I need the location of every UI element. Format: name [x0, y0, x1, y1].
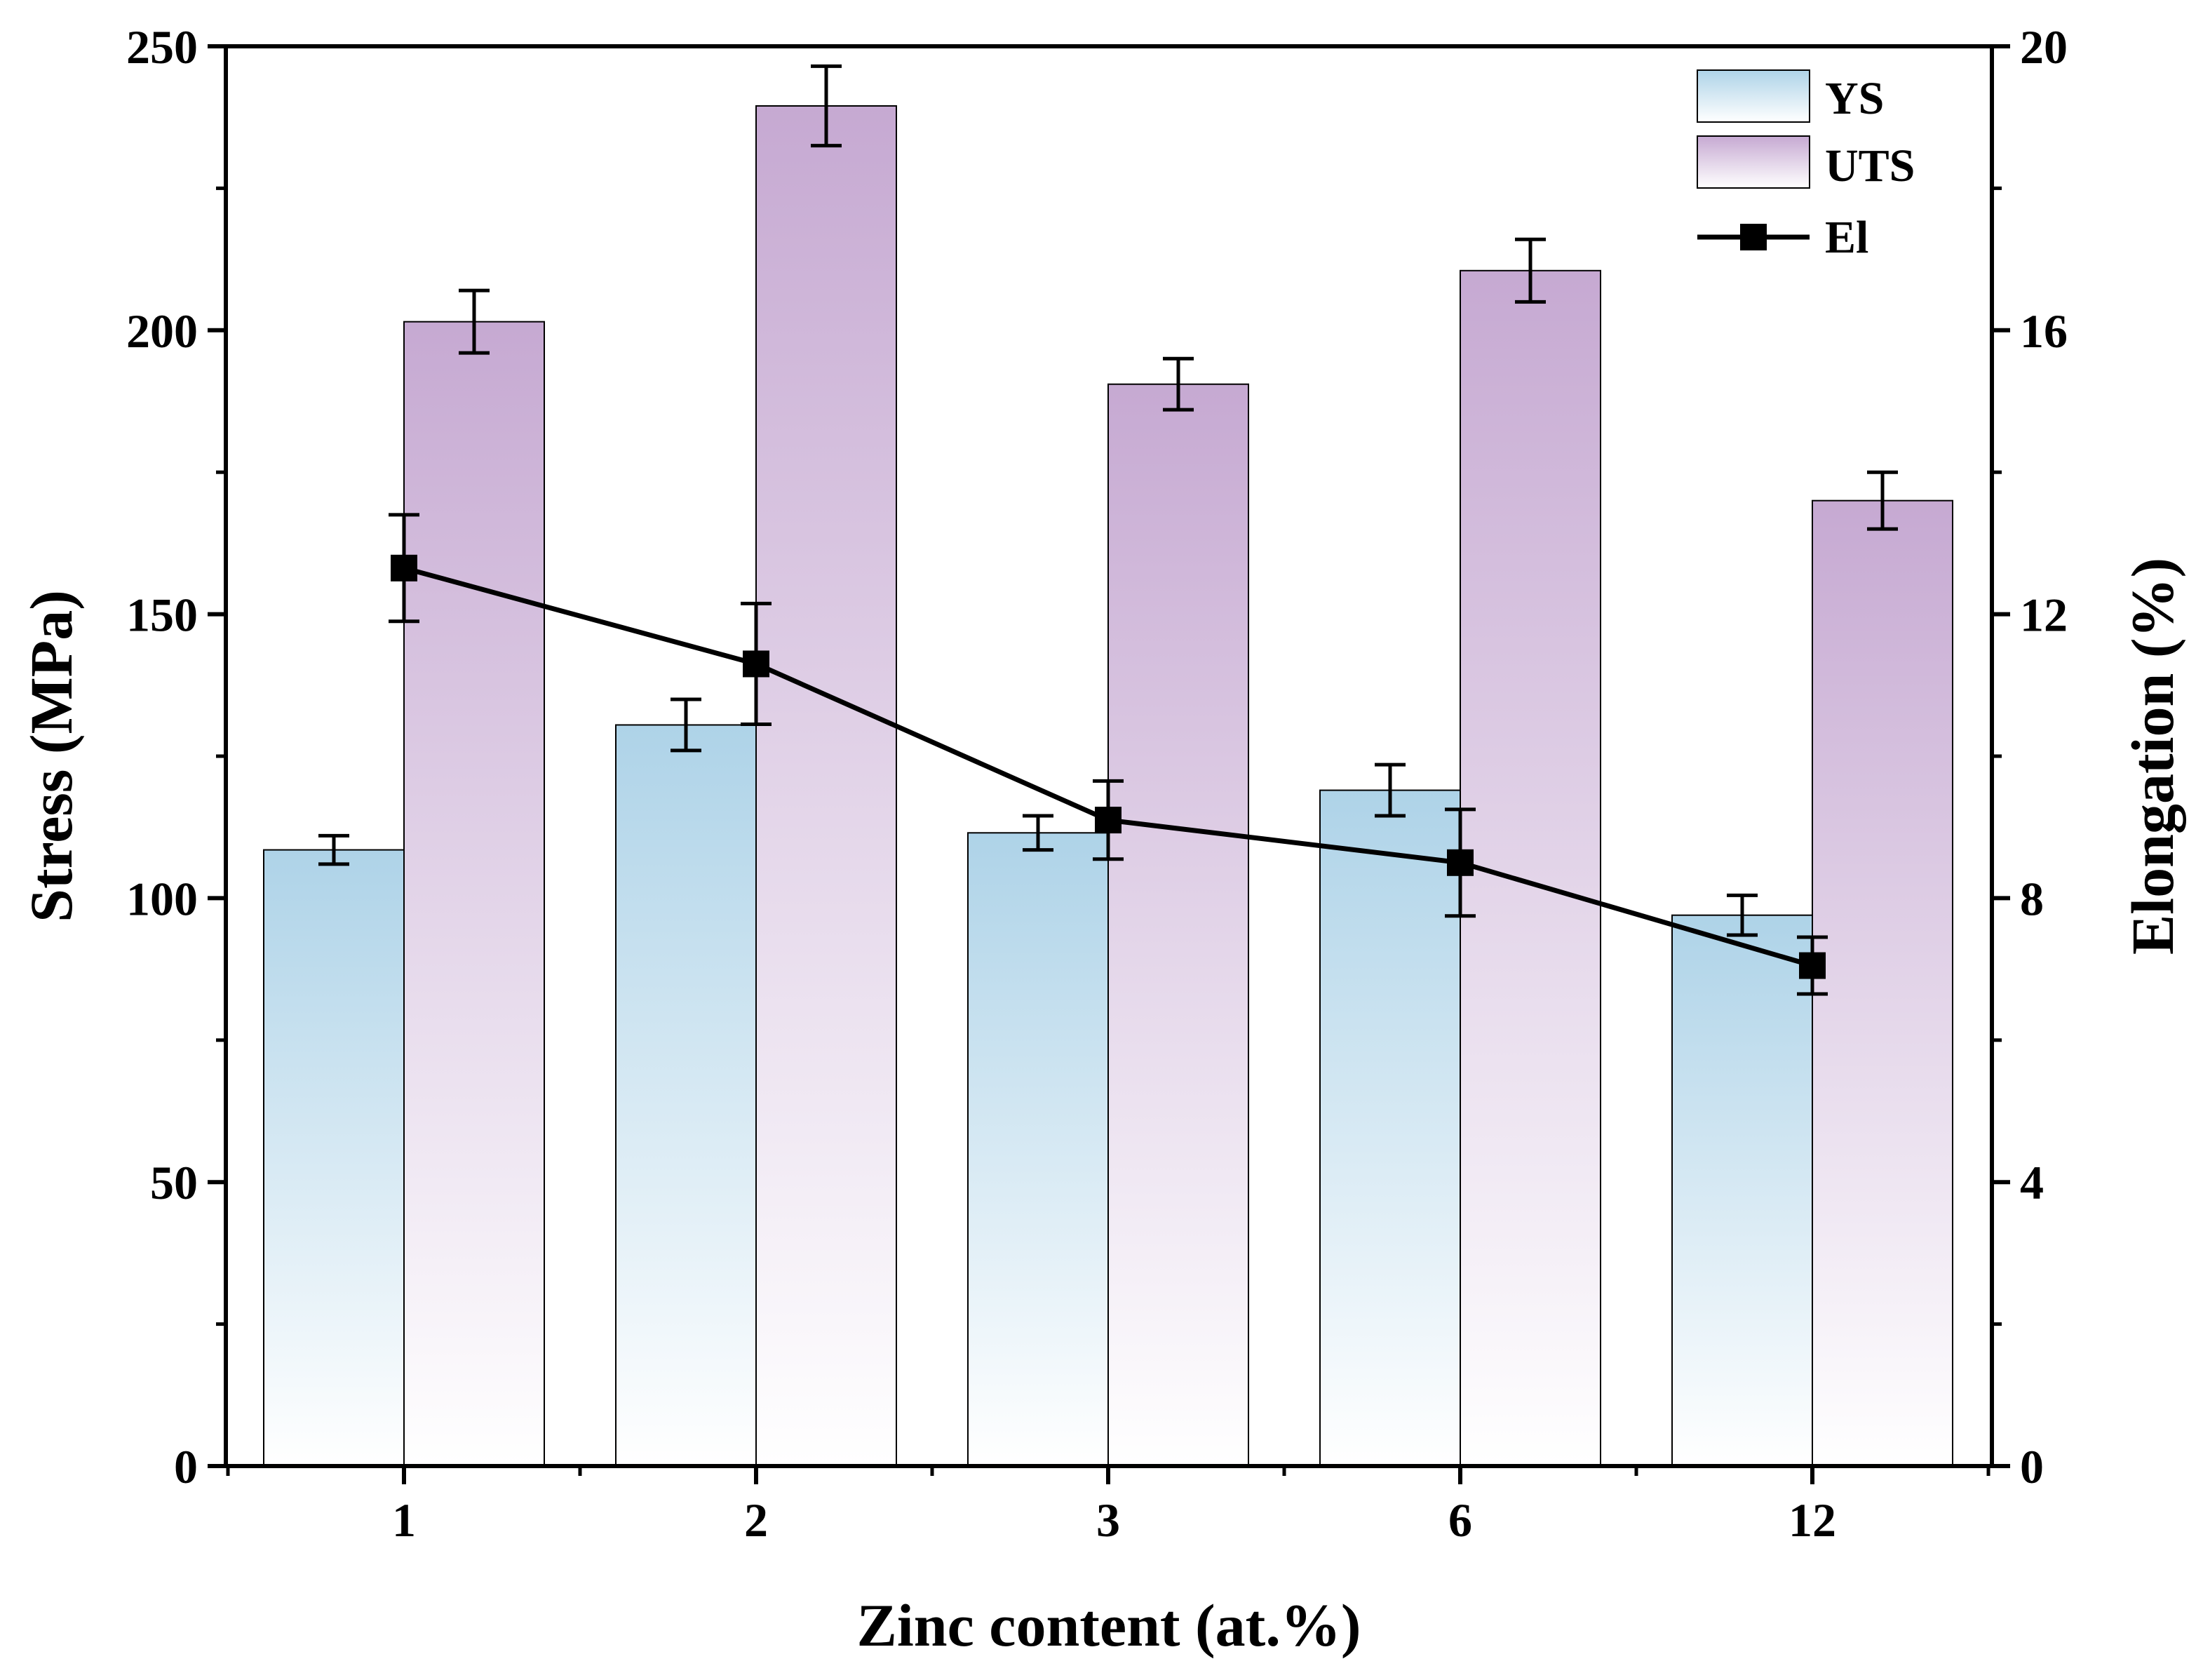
legend-swatch-ys: [1697, 69, 1810, 123]
errorbar-ys-3: [1023, 814, 1053, 852]
legend-label-el: El: [1825, 212, 1868, 263]
bar-uts-3: [1107, 383, 1249, 1467]
x-tick-label-2: 2: [744, 1493, 768, 1547]
bar-uts-1: [403, 321, 545, 1467]
left-tick-label: 150: [126, 589, 198, 642]
bar-ys-1: [263, 849, 405, 1467]
errorbar-uts-6: [1515, 237, 1546, 304]
elongation-line-layer: [391, 554, 1826, 979]
left-tick-label: 250: [126, 20, 198, 74]
legend-marker-el: [1740, 224, 1767, 250]
bar-uts-12: [1812, 499, 1953, 1467]
bar-uts-2: [755, 105, 897, 1467]
x-tick-label-3: 3: [1096, 1493, 1120, 1547]
bar-ys-12: [1671, 914, 1813, 1467]
x-tick-label-12: 12: [1789, 1493, 1836, 1547]
errorbar-ys-1: [318, 833, 349, 866]
elongation-point-12: [1799, 952, 1826, 979]
errorbar-uts-2: [811, 64, 842, 148]
errorbar-ys-2: [671, 697, 701, 753]
left-tick-label: 100: [126, 872, 198, 925]
legend-label-ys: YS: [1825, 73, 1884, 124]
left-tick-label: 50: [150, 1156, 198, 1209]
y-axis-title: Stress (MPa): [18, 590, 85, 922]
legend-label-uts: UTS: [1825, 140, 1915, 191]
left-tick-label: 0: [174, 1440, 198, 1493]
errorbar-uts-3: [1163, 356, 1194, 412]
errorbar-uts-1: [459, 288, 490, 355]
right-tick-label: 8: [2020, 872, 2044, 925]
errorbar-ys-6: [1375, 762, 1406, 818]
right-tick-label: 4: [2020, 1156, 2044, 1209]
axes-layer: [208, 44, 2010, 1484]
y2-axis-title: Elongation (%): [2119, 558, 2186, 955]
x-axis-title: Zinc content (at.%): [857, 1592, 1361, 1659]
elongation-point-2: [743, 650, 769, 678]
right-tick-label: 12: [2020, 589, 2068, 642]
left-tick-label: 200: [126, 304, 198, 358]
x-tick-label-6: 6: [1448, 1493, 1472, 1547]
right-tick-label: 20: [2020, 20, 2068, 74]
bar-ys-3: [967, 832, 1109, 1467]
right-tick-label: 0: [2020, 1440, 2044, 1493]
legend: YS UTS El: [1697, 69, 1915, 263]
right-tick-label: 16: [2020, 304, 2068, 358]
errorbar-ys-12: [1727, 893, 1758, 937]
bar-ys-6: [1319, 789, 1461, 1467]
errorbar-uts-12: [1867, 470, 1898, 531]
elongation-point-1: [391, 554, 417, 582]
bars-layer: [263, 105, 1953, 1467]
legend-swatch-uts: [1697, 135, 1810, 189]
bar-ys-2: [615, 724, 757, 1467]
elongation-point-6: [1447, 849, 1474, 876]
elongation-point-3: [1095, 807, 1121, 834]
x-tick-label-1: 1: [392, 1493, 416, 1547]
